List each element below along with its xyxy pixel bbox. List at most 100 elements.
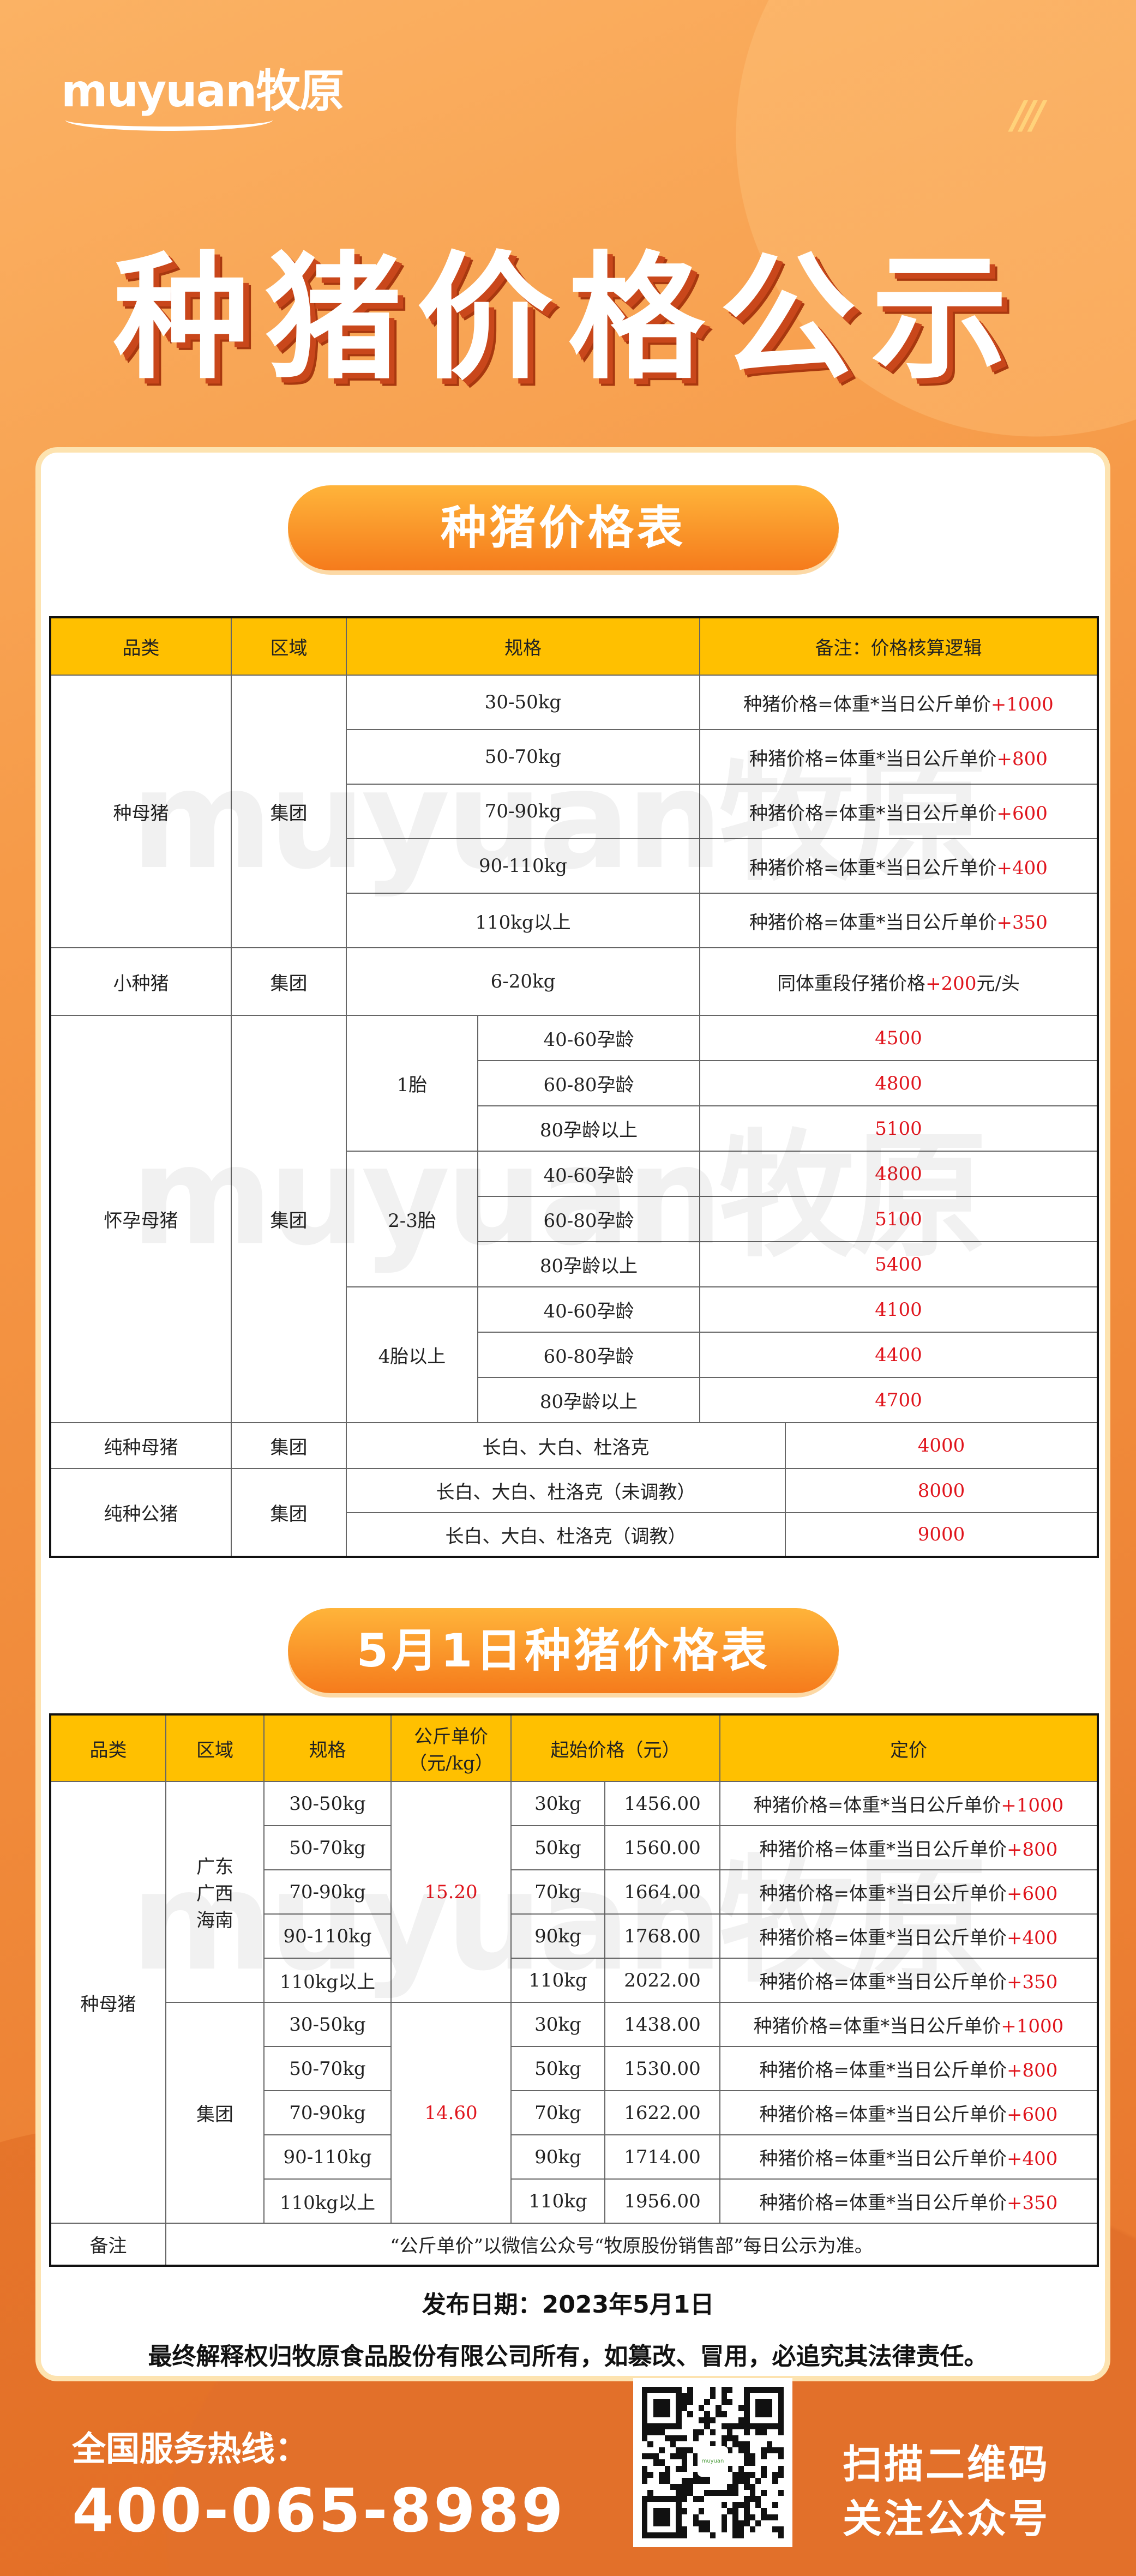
price-add: +350 [996, 911, 1048, 934]
table-row: 集团 30-50kg 14.60 30kg 1438.00 种猪价格=体重*当日公斤单价+… [50, 2002, 1098, 2224]
weight-cell: 110kg [510, 1958, 605, 2003]
formula-text: 种猪价格=体重*当日公斤单价 [749, 802, 997, 824]
parity-cell: 4胎以上 [346, 1286, 478, 1423]
formula-text: 种猪价格=体重*当日公斤单价 [759, 1883, 1007, 1905]
table-row: 种母猪 广东 广西 海南 30-50kg 15.20 30kg 1456.00 种猪价格=体… [50, 1781, 1098, 2224]
price-cell: 4800 [699, 1151, 1098, 1197]
start-price-cell: 2022.00 [604, 1958, 720, 2003]
price-cell: 5100 [699, 1196, 1098, 1242]
price-add: +200 [925, 972, 977, 995]
formula-cell: 种猪价格=体重*当日公斤单价+400 [719, 1913, 1098, 1959]
region-cell: 集团 [165, 2002, 265, 2224]
header-spec: 规格 [346, 617, 700, 676]
formula-cell: 种猪价格=体重*当日公斤单价+1000 [719, 2002, 1098, 2047]
spec-cell: 90-110kg [263, 1913, 392, 1959]
start-price-cell: 1956.00 [604, 2178, 720, 2224]
unit-price-cell: 14.60 [390, 2002, 512, 2224]
spec-cell: 6-20kg [346, 947, 700, 1016]
qr-logo-icon: muyuan [698, 2446, 728, 2477]
table-row: 备注 “公斤单价”以微信公众号“牧原股份销售部”每日公示为准。 [50, 2223, 1098, 2266]
spec-cell: 70-90kg [263, 1869, 392, 1915]
formula-text: 种猪价格=体重*当日公斤单价 [753, 2015, 1001, 2037]
price-add: +1000 [990, 693, 1054, 715]
region-cell: 集团 [231, 1468, 347, 1557]
table2-title: 5月1日种猪价格表 [288, 1608, 839, 1693]
price-cell: 9000 [785, 1512, 1098, 1557]
price-add: +1000 [1001, 2015, 1064, 2037]
spec-cell: 90-110kg [346, 838, 700, 894]
gestation-cell: 80孕龄以上 [477, 1105, 700, 1152]
formula-cell: 种猪价格=体重*当日公斤单价+350 [699, 893, 1098, 948]
table-row: 怀孕母猪 集团 1胎 40-60孕龄 4500 [50, 1015, 1098, 1423]
formula-text: 种猪价格=体重*当日公斤单价 [759, 1839, 1007, 1861]
gestation-cell: 60-80孕龄 [477, 1196, 700, 1242]
header-spec: 规格 [263, 1714, 392, 1782]
header-region: 区域 [231, 617, 347, 676]
header-unit-price: 公斤单价（元/kg） [390, 1714, 512, 1782]
weight-cell: 70kg [510, 1869, 605, 1915]
formula-cell: 种猪价格=体重*当日公斤单价+600 [699, 784, 1098, 839]
formula-cell: 种猪价格=体重*当日公斤单价+350 [719, 2178, 1098, 2224]
price-add: +600 [1007, 2104, 1058, 2126]
weight-cell: 50kg [510, 1825, 605, 1870]
note-label: 备注 [50, 2223, 166, 2266]
formula-text: 种猪价格=体重*当日公斤单价 [753, 1795, 1001, 1816]
table-row: 80孕龄以上 5400 [50, 1241, 1098, 1287]
page-title: 种猪价格公示 [113, 239, 1023, 398]
note-text: “公斤单价”以微信公众号“牧原股份销售部”每日公示为准。 [165, 2223, 1098, 2266]
spec-cell: 长白、大白、杜洛克 [346, 1422, 786, 1469]
spec-cell: 30-50kg [346, 675, 700, 730]
price-cell: 4700 [699, 1377, 1098, 1423]
spec-cell: 70-90kg [346, 784, 700, 839]
formula-text: 种猪价格=体重*当日公斤单价 [743, 693, 991, 715]
price-cell: 4800 [699, 1060, 1098, 1106]
gestation-cell: 80孕龄以上 [477, 1241, 700, 1287]
start-price-cell: 1714.00 [604, 2134, 720, 2180]
table-row: 50-70kg 50kg 1560.00 种猪价格=体重*当日公斤单价+800 [50, 1825, 1098, 1870]
formula-cell: 种猪价格=体重*当日公斤单价+1000 [699, 675, 1098, 730]
gestation-cell: 40-60孕龄 [477, 1286, 700, 1333]
start-price-cell: 1622.00 [604, 2090, 720, 2135]
price-add: +800 [1007, 1839, 1058, 1861]
formula-text: 种猪价格=体重*当日公斤单价 [759, 2192, 1007, 2214]
table-row: 110kg以上 110kg 2022.00 种猪价格=体重*当日公斤单价+350 [50, 1958, 1098, 2003]
category-cell: 纯种公猪 [50, 1468, 232, 1557]
spec-cell: 30-50kg [263, 2002, 392, 2047]
gestation-cell: 40-60孕龄 [477, 1015, 700, 1061]
region-cell: 集团 [231, 947, 347, 1016]
formula-text: 种猪价格=体重*当日公斤单价 [759, 2060, 1007, 2081]
table-row: 90-110kg 种猪价格=体重*当日公斤单价+400 [50, 838, 1098, 894]
table-row: 50-70kg 种猪价格=体重*当日公斤单价+800 [50, 729, 1098, 785]
table-row: 110kg以上 110kg 1956.00 种猪价格=体重*当日公斤单价+350 [50, 2178, 1098, 2224]
spec-cell: 70-90kg [263, 2090, 392, 2135]
qr-code[interactable]: muyuan [633, 2378, 792, 2547]
table-row: 品类 区域 规格 公斤单价（元/kg） 起始价格（元） 定价 [50, 1714, 1098, 1782]
disclaimer: 最终解释权归牧原食品股份有限公司所有，如篡改、冒用，必追究其法律责任。 [148, 2343, 988, 2370]
header-pricing: 定价 [719, 1714, 1098, 1782]
price-cell: 5100 [699, 1105, 1098, 1152]
table-row: 4胎以上 40-60孕龄 4100 [50, 1286, 1098, 1423]
price-cell: 4500 [699, 1015, 1098, 1061]
release-date: 发布日期：2023年5月1日 [422, 2291, 714, 2319]
table1-title: 种猪价格表 [288, 485, 839, 570]
category-cell: 小种猪 [50, 947, 232, 1016]
formula-cell: 种猪价格=体重*当日公斤单价+800 [719, 2046, 1098, 2091]
start-price-cell: 1530.00 [604, 2046, 720, 2091]
weight-cell: 90kg [510, 1913, 605, 1959]
table-row: 70-90kg 种猪价格=体重*当日公斤单价+600 [50, 784, 1098, 839]
table-row: 90-110kg 90kg 1714.00 种猪价格=体重*当日公斤单价+400 [50, 2134, 1098, 2180]
parity-cell: 2-3胎 [346, 1151, 478, 1287]
price-add: +350 [1007, 2192, 1058, 2214]
unit-text: 元/头 [976, 972, 1020, 995]
table-row: 种母猪 集团 30-50kg 种猪价格=体重*当日公斤单价+1000 [50, 675, 1098, 948]
start-price-cell: 1438.00 [604, 2002, 720, 2047]
hotline-number[interactable]: 400-065-8989 [72, 2476, 566, 2545]
price-cell: 4100 [699, 1286, 1098, 1333]
gestation-cell: 60-80孕龄 [477, 1060, 700, 1106]
weight-cell: 90kg [510, 2134, 605, 2180]
start-price-cell: 1456.00 [604, 1781, 720, 1826]
weight-cell: 110kg [510, 2178, 605, 2224]
price-add: +600 [996, 802, 1048, 824]
price-add: +800 [1007, 2060, 1058, 2081]
price-cell: 4000 [785, 1422, 1098, 1469]
